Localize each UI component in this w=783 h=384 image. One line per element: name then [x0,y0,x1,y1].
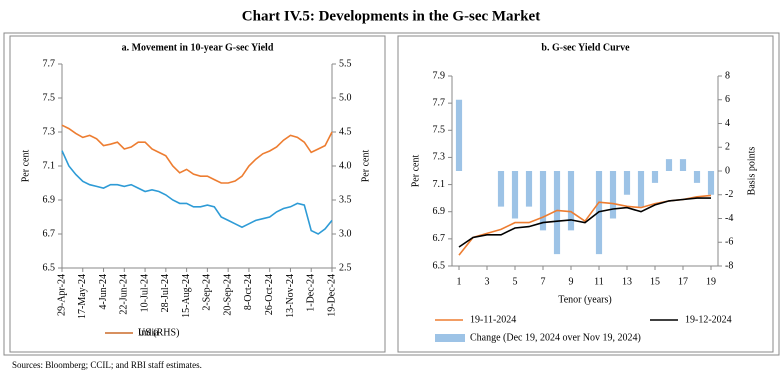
y2-tick-label: 8 [725,70,730,81]
bar [525,171,533,207]
y2-tick-label: 2 [725,142,730,153]
y-tick-label: 7.5 [433,125,446,136]
y-tick-label: 7.7 [43,58,56,69]
y2-tick-label: 4.0 [339,160,352,171]
y-tick-label: 6.9 [433,206,446,217]
x-tick-label: 2-Sep-24 [202,274,213,311]
x-tick-label: 19-Dec-24 [326,274,337,317]
y2-tick-label: -2 [725,189,733,200]
x-tick-label: 5 [513,276,518,287]
y2-axis-label: Per cent [360,150,371,183]
line-series [458,197,711,248]
line-series [61,124,333,184]
y-tick-label: 6.5 [43,262,56,273]
y-tick-label: 6.9 [43,194,56,205]
x-tick-label: 13 [622,276,632,287]
bar [707,171,715,195]
x-tick-label: 4-Jun-24 [98,274,109,310]
legend-label: US (RHS) [138,327,179,338]
panel-border [397,35,774,353]
x-tick-label: 13-Nov-24 [285,274,296,318]
x-tick-label: 17 [678,276,688,287]
y-tick-label: 7.3 [433,152,446,163]
y2-tick-label: 5.5 [339,58,352,69]
x-tick-label: 7 [541,276,546,287]
legend-label: India [138,327,159,338]
bar [609,171,617,219]
y-tick-label: 7.5 [43,92,56,103]
source-note: Sources: Bloomberg; CCIL; and RBI staff … [12,360,202,370]
figure-border [3,32,780,356]
bar [693,171,701,183]
x-axis-label: Tenor (years) [558,294,611,305]
x-tick-label: 29-Apr-24 [56,274,67,316]
x-tick-label: 19 [706,276,716,287]
x-tick-label: 8-Oct-24 [243,274,254,310]
bar [651,171,659,183]
bar [497,171,505,207]
x-tick-label: 20-Sep-24 [222,274,233,316]
y2-tick-label: 6 [725,94,730,105]
y-tick-label: 7.7 [433,97,446,108]
y2-tick-label: 4 [725,118,730,129]
line-series [61,150,333,235]
bar [553,171,561,255]
x-tick-label: 10-Jul-24 [139,274,150,312]
y-tick-label: 6.7 [433,233,446,244]
legend-label: 19-12-2024 [685,314,732,325]
x-tick-label: 15-Aug-24 [181,274,192,318]
legend-label: 19-11-2024 [470,314,516,325]
bar [455,99,463,171]
y-tick-label: 7.1 [43,160,56,171]
panel-border [9,35,386,353]
y-tick-label: 6.7 [43,228,56,239]
x-tick-label: 9 [569,276,574,287]
x-tick-label: 26-Oct-24 [264,274,275,315]
y2-tick-label: -4 [725,213,733,224]
bar [637,171,645,207]
line-series [458,194,712,256]
y2-tick-label: 4.5 [339,126,352,137]
bar [567,171,575,231]
x-tick-label: 1 [457,276,462,287]
y2-axis-label: Basis points [746,147,757,196]
y-tick-label: 7.3 [43,126,56,137]
y-axis-label: Per cent [410,155,421,188]
bar [665,159,673,171]
x-tick-label: 22-Jun-24 [119,274,130,315]
y2-tick-label: -8 [725,260,733,271]
y2-tick-label: 3.5 [339,194,352,205]
bar [623,171,631,195]
y2-tick-label: 5.0 [339,92,352,103]
legend-label: Change (Dec 19, 2024 over Nov 19, 2024) [470,332,641,343]
legend-swatch [435,334,465,342]
x-tick-label: 17-May-24 [77,274,88,319]
x-tick-label: 11 [594,276,604,287]
bar [679,159,687,171]
y2-tick-label: 2.5 [339,262,352,273]
bar [511,171,519,219]
y-tick-label: 6.5 [433,260,446,271]
bar [539,171,547,231]
y-tick-label: 7.9 [433,70,446,81]
panel-title: a. Movement in 10-year G-sec Yield [122,42,274,53]
x-tick-label: 1-Dec-24 [306,274,317,312]
x-tick-label: 15 [650,276,660,287]
y2-tick-label: -6 [725,237,733,248]
y-axis-label: Per cent [20,150,31,183]
panel-title: b. G-sec Yield Curve [541,42,630,53]
x-tick-label: 28-Jul-24 [160,274,171,312]
figure-title: Chart IV.5: Developments in the G-sec Ma… [242,8,540,24]
x-tick-label: 3 [485,276,490,287]
y2-tick-label: 0 [725,165,730,176]
y-tick-label: 7.1 [433,179,446,190]
y2-tick-label: 3.0 [339,228,352,239]
